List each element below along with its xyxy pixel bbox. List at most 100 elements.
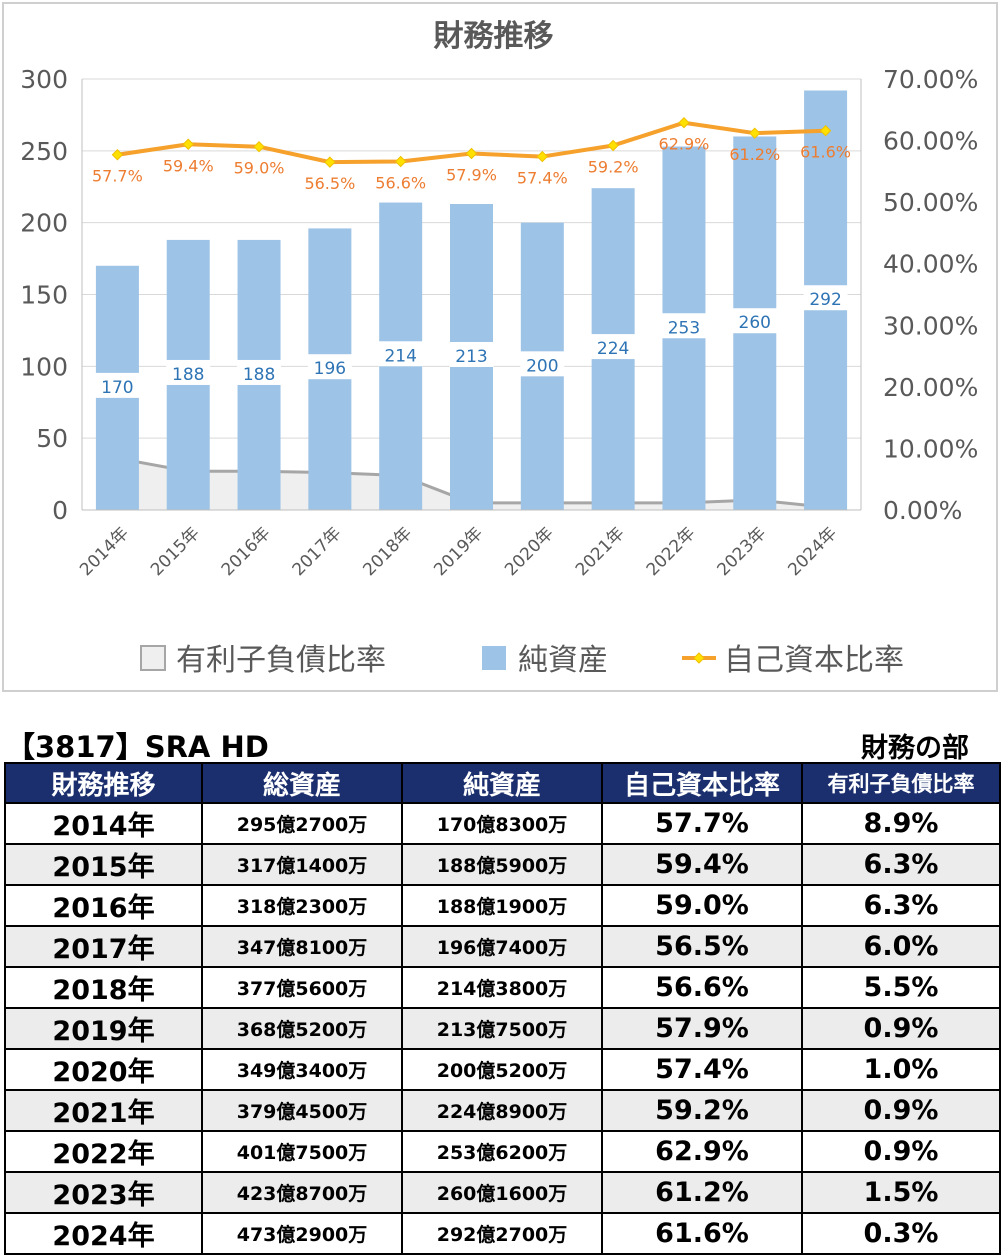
- cell-debt-ratio: 0.3%: [801, 1212, 1001, 1255]
- y-tick-label: 250: [20, 137, 68, 166]
- bar-value-label: 292: [809, 290, 841, 310]
- cell-year: 2024年: [4, 1212, 203, 1255]
- cell-debt-ratio: 8.9%: [801, 802, 1001, 845]
- line-value-label: 57.9%: [446, 166, 497, 185]
- cell-net-assets: 253億6200万: [401, 1130, 603, 1173]
- y-tick-label: 300: [20, 65, 68, 94]
- table-row: 2023年 423億8700万 260億1600万 61.2% 1.5%: [4, 1171, 1001, 1214]
- x-tick-label: 2014年: [76, 523, 133, 580]
- legend-debt-ratio-label: 有利子負債比率: [176, 643, 386, 678]
- bar-value-label: 260: [739, 313, 771, 333]
- bar-label-bg: [449, 341, 494, 367]
- legend-equity-ratio-label: 自己資本比率: [724, 643, 904, 678]
- equity-ratio-point: [819, 125, 832, 137]
- equity-ratio-point: [678, 117, 690, 129]
- line-value-label: 59.2%: [588, 157, 639, 176]
- cell-year: 2023年: [4, 1171, 203, 1214]
- bar-label-bg: [237, 359, 282, 385]
- cell-equity-ratio: 59.2%: [601, 1089, 803, 1132]
- cell-net-assets: 224億8900万: [401, 1089, 603, 1132]
- x-tick-label: 2019年: [430, 523, 487, 580]
- bar-label-bg: [661, 313, 706, 339]
- cell-debt-ratio: 5.5%: [801, 966, 1001, 1009]
- table-row: 2021年 379億4500万 224億8900万 59.2% 0.9%: [4, 1089, 1001, 1132]
- equity-ratio-point: [749, 127, 761, 139]
- cell-total-assets: 377億5600万: [201, 966, 403, 1009]
- equity-ratio-point: [182, 138, 194, 150]
- cell-total-assets: 401億7500万: [201, 1130, 403, 1173]
- finance-chart: 財務推移 0 50 100 150 200 250 300 0.00% 10.00% 20.00% 3…: [20, 19, 978, 678]
- cell-year: 2019年: [4, 1007, 203, 1050]
- chart-panel: 財務推移 0 50 100 150 200 250 300 0.00% 10.00% 20.00% 3…: [2, 2, 998, 692]
- cell-year: 2016年: [4, 884, 203, 927]
- line-value-label: 57.7%: [92, 167, 143, 186]
- cell-equity-ratio: 57.7%: [601, 802, 803, 845]
- cell-debt-ratio: 6.3%: [801, 884, 1001, 927]
- cell-year: 2017年: [4, 925, 203, 968]
- y2-tick-label: 70.00%: [883, 65, 978, 94]
- cell-debt-ratio: 1.5%: [801, 1171, 1001, 1214]
- equity-ratio-point: [607, 139, 619, 152]
- section-label: 財務の部: [861, 733, 969, 764]
- line-value-label: 57.4%: [517, 169, 568, 188]
- header-year: 財務推移: [4, 762, 203, 804]
- cell-net-assets: 170億8300万: [401, 802, 603, 845]
- cell-net-assets: 214億3800万: [401, 966, 603, 1009]
- x-tick-label: 2016年: [218, 523, 275, 580]
- legend-debt-ratio-swatch: [140, 645, 166, 671]
- y2-tick-label: 20.00%: [883, 373, 978, 402]
- cell-total-assets: 349億3400万: [201, 1048, 403, 1091]
- bar-label-bg: [591, 334, 636, 360]
- bar-label-bg: [520, 351, 565, 377]
- cell-net-assets: 213億7500万: [401, 1007, 603, 1050]
- x-tick-label: 2020年: [501, 523, 558, 580]
- bar-label-bg: [166, 359, 211, 385]
- cell-total-assets: 423億8700万: [201, 1171, 403, 1214]
- line-value-label: 61.6%: [800, 143, 851, 162]
- line-value-label: 56.5%: [304, 174, 355, 193]
- cell-year: 2015年: [4, 843, 203, 886]
- bar-value-label: 188: [243, 365, 275, 385]
- bar-value-label: 253: [668, 318, 700, 338]
- x-tick-label: 2022年: [643, 523, 700, 580]
- cell-equity-ratio: 56.5%: [601, 925, 803, 968]
- line-value-label: 56.6%: [375, 174, 426, 193]
- cell-net-assets: 292億2700万: [401, 1212, 603, 1255]
- cell-debt-ratio: 6.0%: [801, 925, 1001, 968]
- cell-total-assets: 379億4500万: [201, 1089, 403, 1132]
- y-tick-label: 0: [52, 496, 68, 525]
- cell-total-assets: 368億5200万: [201, 1007, 403, 1050]
- header-debt-ratio: 有利子負債比率: [801, 762, 1001, 804]
- x-tick-label: 2017年: [289, 523, 346, 580]
- y-tick-label: 150: [20, 281, 68, 310]
- cell-equity-ratio: 62.9%: [601, 1130, 803, 1173]
- cell-net-assets: 196億7400万: [401, 925, 603, 968]
- cell-total-assets: 347億8100万: [201, 925, 403, 968]
- table-row: 2014年 295億2700万 170億8300万 57.7% 8.9%: [4, 802, 1001, 845]
- table-row: 2016年 318億2300万 188億1900万 59.0% 6.3%: [4, 884, 1001, 927]
- cell-debt-ratio: 0.9%: [801, 1089, 1001, 1132]
- cell-equity-ratio: 61.6%: [601, 1212, 803, 1255]
- cell-year: 2021年: [4, 1089, 203, 1132]
- y2-tick-label: 60.00%: [883, 127, 978, 156]
- bar-value-label: 170: [101, 378, 133, 398]
- bar-label-bg: [95, 372, 140, 398]
- bar-label-bg: [307, 354, 352, 380]
- bar-value-label: 196: [314, 359, 346, 379]
- cell-total-assets: 318億2300万: [201, 884, 403, 927]
- table-row: 2015年 317億1400万 188億5900万 59.4% 6.3%: [4, 843, 1001, 886]
- bar-value-label: 188: [172, 365, 204, 385]
- equity-ratio-point: [324, 156, 336, 168]
- cell-equity-ratio: 61.2%: [601, 1171, 803, 1214]
- y-tick-label: 100: [20, 352, 68, 381]
- cell-year: 2020年: [4, 1048, 203, 1091]
- cell-net-assets: 200億5200万: [401, 1048, 603, 1091]
- table-row: 2022年 401億7500万 253億6200万 62.9% 0.9%: [4, 1130, 1001, 1173]
- header-net-assets: 純資産: [401, 762, 603, 804]
- bar-value-label: 200: [526, 356, 558, 376]
- table-row: 2017年 347億8100万 196億7400万 56.5% 6.0%: [4, 925, 1001, 968]
- y2-tick-label: 50.00%: [883, 188, 978, 217]
- table-row: 2020年 349億3400万 200億5200万 57.4% 1.0%: [4, 1048, 1001, 1091]
- bar-value-label: 224: [597, 339, 629, 359]
- x-tick-label: 2018年: [359, 523, 416, 580]
